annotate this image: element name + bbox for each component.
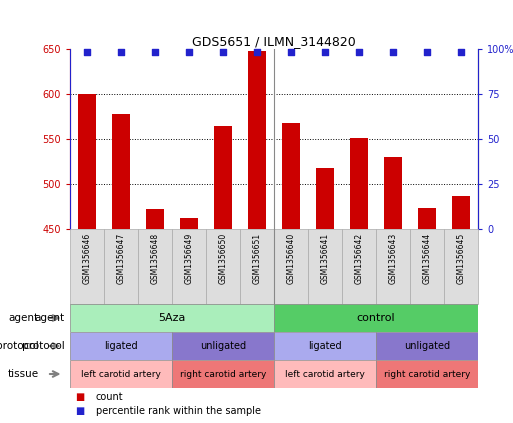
Text: protocol: protocol xyxy=(0,341,39,351)
Bar xyxy=(180,218,199,229)
Point xyxy=(321,48,329,55)
Bar xyxy=(410,229,444,304)
Bar xyxy=(240,229,274,304)
Point xyxy=(457,48,465,55)
Text: count: count xyxy=(95,392,123,402)
Bar xyxy=(112,114,130,229)
Text: GSM1356650: GSM1356650 xyxy=(219,233,227,284)
Text: protocol: protocol xyxy=(22,341,65,351)
Text: GSM1356646: GSM1356646 xyxy=(83,233,91,284)
Text: GSM1356643: GSM1356643 xyxy=(388,233,398,284)
Text: ligated: ligated xyxy=(308,341,342,351)
Text: tissue: tissue xyxy=(8,369,39,379)
Bar xyxy=(282,123,300,229)
Text: 5Aza: 5Aza xyxy=(159,313,186,323)
Bar xyxy=(350,138,368,229)
Point xyxy=(117,48,125,55)
Text: GSM1356649: GSM1356649 xyxy=(185,233,193,284)
Bar xyxy=(172,332,274,360)
Text: right carotid artery: right carotid artery xyxy=(384,370,470,379)
Title: GDS5651 / ILMN_3144820: GDS5651 / ILMN_3144820 xyxy=(192,35,356,48)
Bar xyxy=(70,229,104,304)
Bar xyxy=(70,304,274,332)
Bar xyxy=(418,208,437,229)
Text: GSM1356640: GSM1356640 xyxy=(286,233,295,284)
Bar xyxy=(172,229,206,304)
Point xyxy=(185,48,193,55)
Bar xyxy=(248,51,266,229)
Text: agent: agent xyxy=(9,313,39,323)
Text: GSM1356642: GSM1356642 xyxy=(354,233,364,284)
Bar xyxy=(146,209,164,229)
Text: right carotid artery: right carotid artery xyxy=(180,370,266,379)
Bar xyxy=(206,229,240,304)
Point xyxy=(287,48,295,55)
Point xyxy=(151,48,159,55)
Bar xyxy=(376,229,410,304)
Bar xyxy=(274,304,478,332)
Text: GSM1356651: GSM1356651 xyxy=(252,233,262,284)
Bar xyxy=(451,196,470,229)
Bar xyxy=(274,229,308,304)
Bar xyxy=(308,229,342,304)
Bar xyxy=(444,229,478,304)
Text: agent: agent xyxy=(35,313,65,323)
Bar xyxy=(104,229,138,304)
Text: GSM1356648: GSM1356648 xyxy=(150,233,160,284)
Bar xyxy=(376,360,478,388)
Point xyxy=(423,48,431,55)
Text: percentile rank within the sample: percentile rank within the sample xyxy=(95,406,261,415)
Text: GSM1356645: GSM1356645 xyxy=(457,233,465,284)
Text: left carotid artery: left carotid artery xyxy=(285,370,365,379)
Text: ■: ■ xyxy=(75,406,84,415)
Bar xyxy=(274,332,376,360)
Text: control: control xyxy=(357,313,396,323)
Point xyxy=(355,48,363,55)
Bar xyxy=(213,126,232,229)
Bar xyxy=(384,157,402,229)
Text: ■: ■ xyxy=(75,392,84,402)
Point xyxy=(253,48,261,55)
Bar xyxy=(138,229,172,304)
Text: left carotid artery: left carotid artery xyxy=(81,370,161,379)
Text: GSM1356641: GSM1356641 xyxy=(321,233,329,284)
Bar xyxy=(70,360,172,388)
Point xyxy=(389,48,397,55)
Bar xyxy=(315,168,334,229)
Bar xyxy=(172,360,274,388)
Text: unligated: unligated xyxy=(404,341,450,351)
Point xyxy=(219,48,227,55)
Point xyxy=(83,48,91,55)
Text: unligated: unligated xyxy=(200,341,246,351)
Text: GSM1356647: GSM1356647 xyxy=(116,233,126,284)
Text: ligated: ligated xyxy=(104,341,138,351)
Bar xyxy=(70,332,172,360)
Bar xyxy=(77,94,96,229)
Text: GSM1356644: GSM1356644 xyxy=(423,233,431,284)
Bar xyxy=(376,332,478,360)
Bar xyxy=(342,229,376,304)
Bar xyxy=(274,360,376,388)
